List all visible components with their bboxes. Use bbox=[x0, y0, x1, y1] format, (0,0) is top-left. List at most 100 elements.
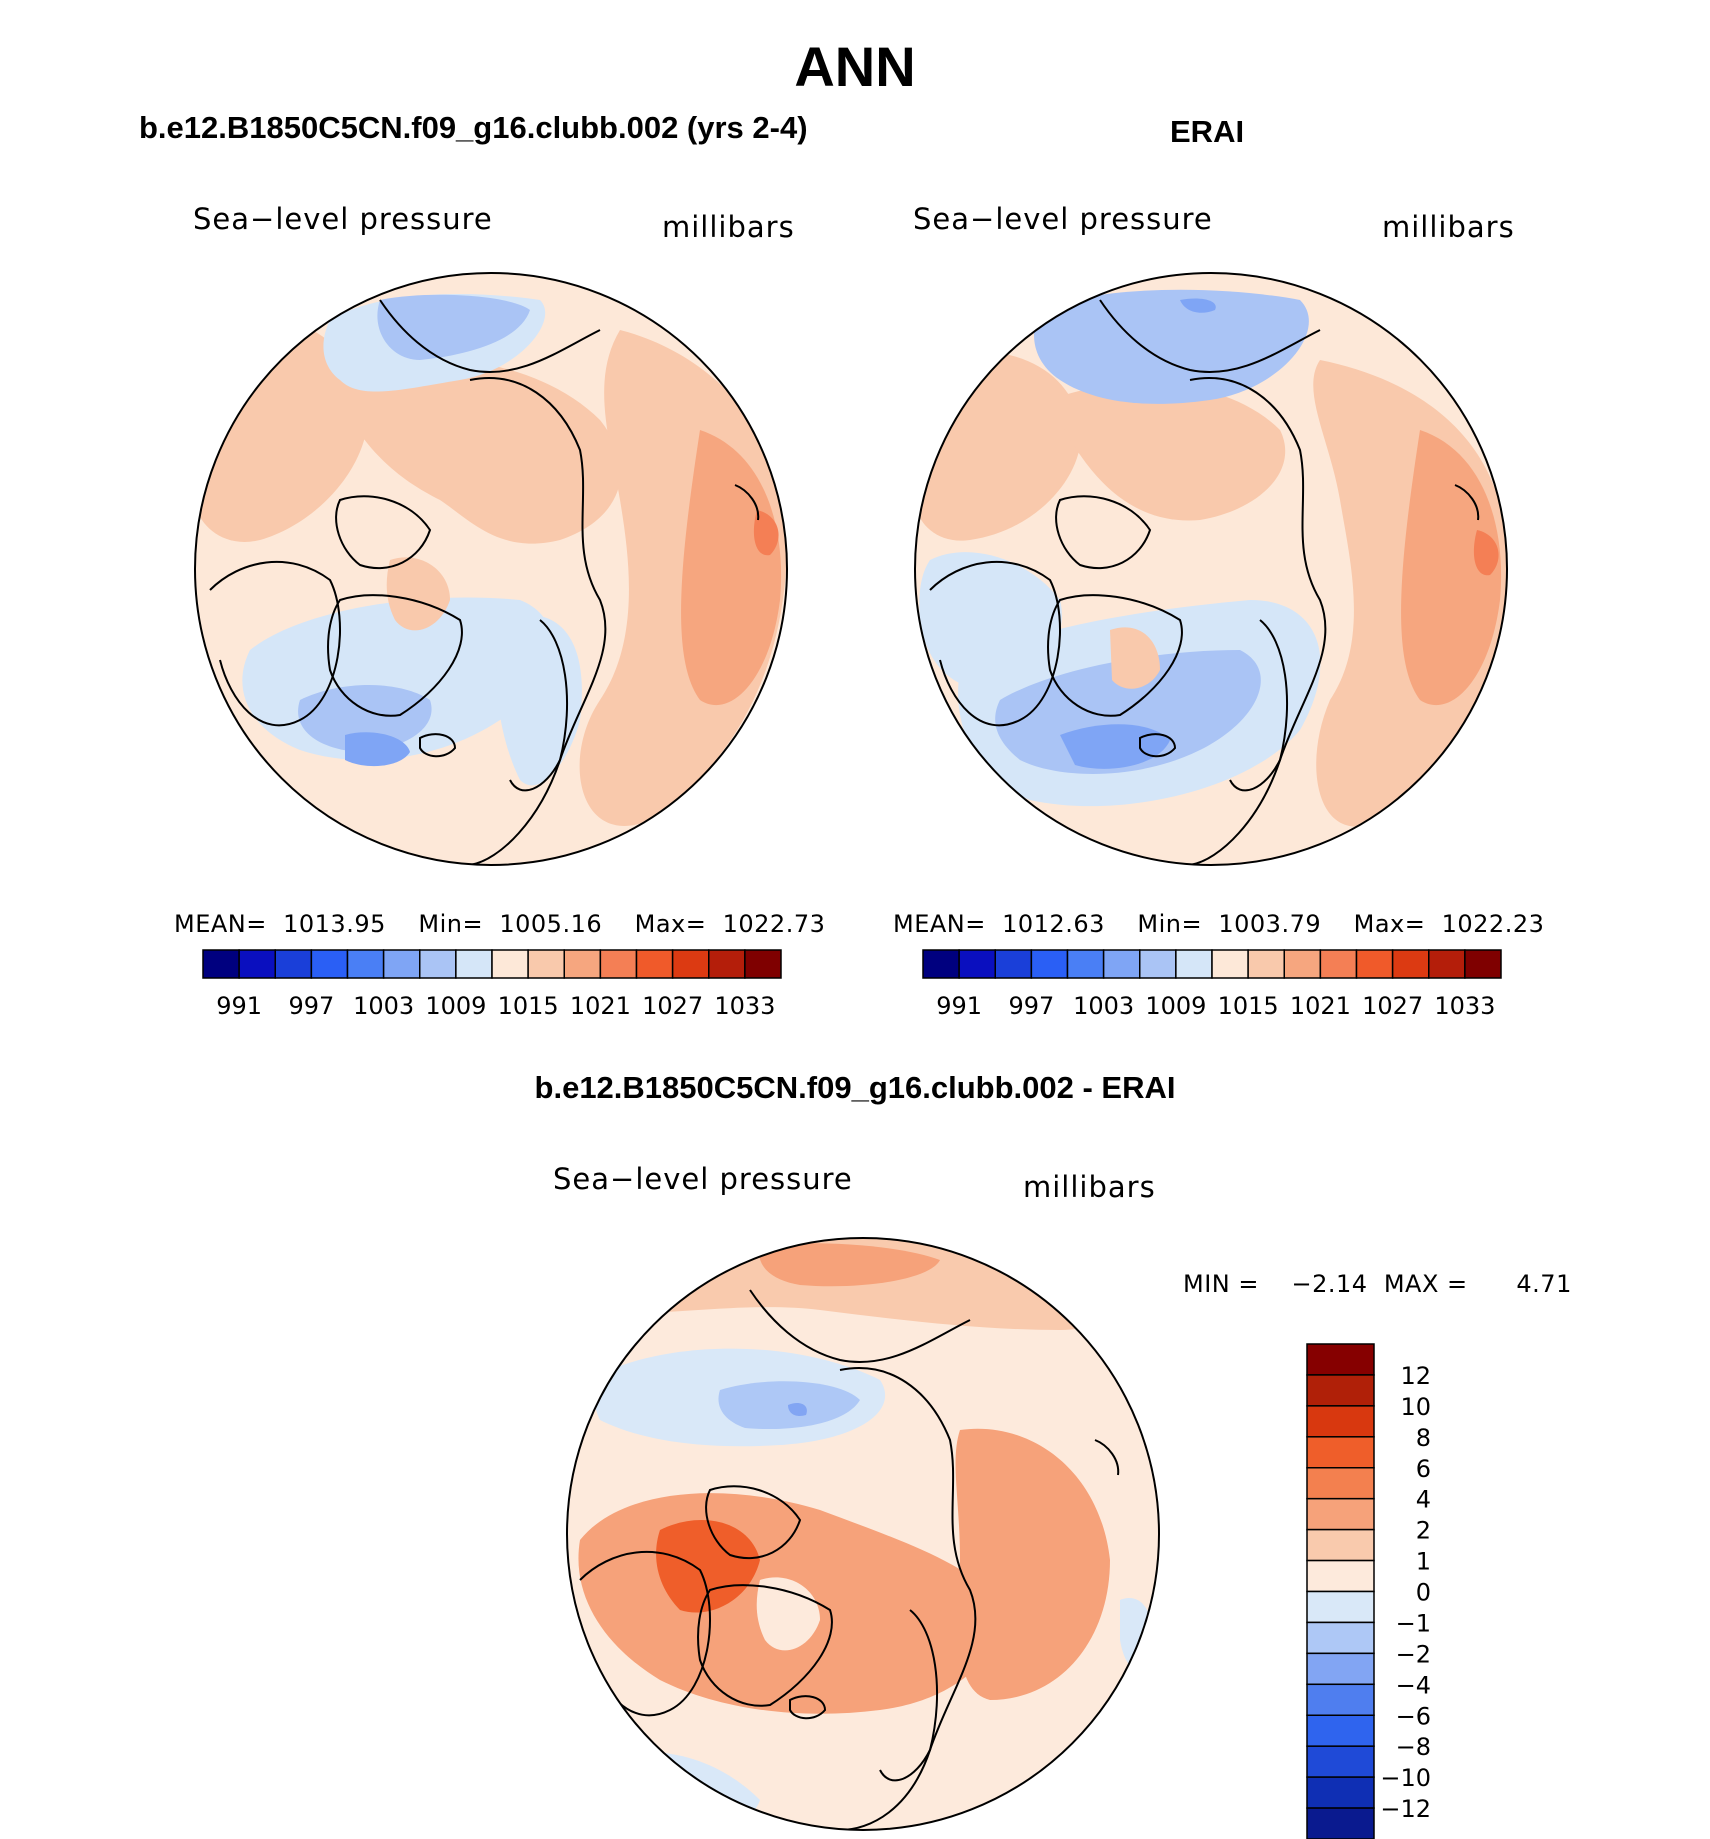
obs-coastline-eurasia bbox=[1189, 377, 1327, 865]
model-min-value: 1005.16 bbox=[499, 910, 603, 938]
diff-colorbar-tick-label: 10 bbox=[1400, 1393, 1431, 1421]
obs-colorbar-swatch bbox=[1247, 949, 1285, 979]
model-colorbar: 991 997 1003 1009 1015 1021 1027 1033 bbox=[202, 949, 782, 1020]
obs-coastline-canada bbox=[929, 560, 1061, 727]
diff-colorbar-swatch bbox=[1306, 1343, 1375, 1376]
obs-colorbar-tick-label: 997 bbox=[1008, 992, 1054, 1020]
diff-colorbar-swatch bbox=[1306, 1621, 1375, 1655]
obs-colorbar-swatch bbox=[1066, 949, 1105, 979]
obs-colorbar-swatch bbox=[1102, 949, 1141, 979]
obs-coastline-scandinavia bbox=[1229, 619, 1289, 792]
model-colorbar-swatch bbox=[744, 949, 782, 979]
obs-field-siberia-low2 bbox=[1180, 298, 1216, 313]
model-coastline-eurasia bbox=[469, 377, 607, 865]
obs-colorbar-swatch bbox=[1283, 949, 1322, 979]
diff-panel-title: b.e12.B1850C5CN.f09_g16.clubb.002 - ERAI bbox=[534, 1070, 1176, 1105]
model-panel-title: b.e12.B1850C5CN.f09_g16.clubb.002 (yrs 2… bbox=[139, 110, 808, 145]
model-colorbar-tick-label: 1027 bbox=[642, 992, 703, 1020]
obs-colorbar-swatch bbox=[1175, 949, 1213, 979]
diff-colorbar-swatch bbox=[1306, 1745, 1375, 1778]
model-coastline-canada bbox=[209, 560, 341, 727]
diff-map-border bbox=[566, 1237, 1160, 1831]
diff-colorbar-swatch bbox=[1306, 1497, 1375, 1531]
obs-colorbar-swatch bbox=[1464, 949, 1502, 979]
diff-coastline-alaska bbox=[749, 1289, 971, 1363]
obs-units-label: millibars bbox=[1382, 210, 1515, 244]
obs-colorbar-swatch bbox=[1428, 949, 1466, 979]
obs-map-border bbox=[914, 272, 1508, 866]
model-coastline-greenland bbox=[327, 594, 463, 717]
model-stats: MEAN= 1013.95 Min= 1005.16 Max= 1022.73 bbox=[174, 910, 825, 938]
obs-colorbar-swatch bbox=[1211, 949, 1249, 979]
model-colorbar-swatch bbox=[310, 949, 349, 979]
model-field-atlantic-low2 bbox=[298, 685, 432, 752]
obs-max-value: 1022.23 bbox=[1441, 910, 1545, 938]
diff-colorbar-tick-label: 1 bbox=[1416, 1548, 1431, 1576]
model-colorbar-tick-label: 997 bbox=[288, 992, 334, 1020]
model-field-east-high3 bbox=[753, 510, 779, 556]
model-max-value: 1022.73 bbox=[722, 910, 826, 938]
model-colorbar-tick-label: 1015 bbox=[498, 992, 559, 1020]
diff-colorbar-tick-label: −6 bbox=[1396, 1702, 1431, 1730]
model-coastline-caspian bbox=[734, 484, 760, 521]
diff-colorbar-tick-label: 0 bbox=[1416, 1579, 1431, 1607]
model-colorbar-swatch bbox=[238, 949, 276, 979]
model-colorbar-swatch bbox=[708, 949, 746, 979]
obs-colorbar-tick-label: 1009 bbox=[1145, 992, 1206, 1020]
model-colorbar-swatch bbox=[419, 949, 457, 979]
model-min-label: Min= bbox=[418, 910, 484, 938]
diff-field-east-high bbox=[955, 1428, 1110, 1700]
model-colorbar-swatch bbox=[274, 949, 313, 979]
model-mean-label: MEAN= bbox=[174, 910, 267, 938]
diff-colorbar-swatch bbox=[1306, 1559, 1375, 1593]
diff-colorbar-tick-label: −8 bbox=[1396, 1733, 1431, 1761]
obs-colorbar-tick-label: 991 bbox=[936, 992, 982, 1020]
model-field-greenland-high bbox=[386, 557, 450, 631]
model-colorbar-swatch bbox=[346, 949, 385, 979]
model-coastline-archipelago bbox=[335, 495, 432, 570]
model-colorbar-swatch bbox=[599, 949, 638, 979]
model-colorbar-tick-label: 1009 bbox=[425, 992, 486, 1020]
model-colorbar-swatch bbox=[563, 949, 602, 979]
diff-units-label: millibars bbox=[1023, 1170, 1156, 1204]
model-colorbar-tick-label: 1021 bbox=[570, 992, 631, 1020]
diff-field-canada-high2 bbox=[656, 1520, 760, 1613]
diff-colorbar-swatch bbox=[1306, 1374, 1375, 1407]
model-mean-value: 1013.95 bbox=[283, 910, 386, 938]
model-map-border bbox=[194, 272, 788, 866]
model-coastline-iceland bbox=[419, 733, 457, 758]
obs-colorbar-swatch bbox=[994, 949, 1033, 979]
obs-colorbar-swatch bbox=[1391, 949, 1430, 979]
obs-coastline-archipelago bbox=[1055, 495, 1152, 570]
obs-coastline-greenland bbox=[1047, 594, 1183, 717]
diff-colorbar-tick-label: −10 bbox=[1380, 1764, 1431, 1792]
obs-field-atlantic-low2 bbox=[995, 650, 1261, 774]
obs-coastline-caspian bbox=[1454, 484, 1480, 521]
obs-map bbox=[914, 272, 1508, 866]
model-colorbar-tick-label: 991 bbox=[216, 992, 262, 1020]
model-colorbar-swatch bbox=[491, 949, 529, 979]
model-colorbar-swatch bbox=[202, 949, 240, 979]
diff-colorbar-tick-label: −2 bbox=[1396, 1640, 1431, 1668]
diff-colorbar-tick-label: 6 bbox=[1416, 1455, 1431, 1483]
diff-colorbar-swatch bbox=[1306, 1807, 1375, 1839]
obs-field-east-high2 bbox=[1401, 430, 1502, 706]
obs-mean-label: MEAN= bbox=[893, 910, 986, 938]
model-colorbar-swatch bbox=[527, 949, 565, 979]
diff-colorbar-tick-label: −4 bbox=[1396, 1671, 1431, 1699]
diff-colorbar-tick-label: 8 bbox=[1416, 1424, 1431, 1452]
obs-variable-label: Sea−level pressure bbox=[913, 202, 1213, 236]
obs-colorbar-swatch bbox=[1030, 949, 1069, 979]
model-coastline-scandinavia bbox=[509, 619, 569, 792]
obs-coastline-alaska bbox=[1099, 299, 1321, 373]
obs-field-siberia-low bbox=[1034, 289, 1309, 404]
diff-colorbar-tick-label: −12 bbox=[1380, 1795, 1431, 1823]
diff-colorbar-swatch bbox=[1306, 1683, 1375, 1716]
diff-colorbar-tick-label: 2 bbox=[1416, 1517, 1431, 1545]
diff-coastline-iceland bbox=[789, 1695, 827, 1720]
model-variable-label: Sea−level pressure bbox=[193, 202, 493, 236]
obs-colorbar-tick-label: 1003 bbox=[1073, 992, 1134, 1020]
model-field-atlantic-low3 bbox=[345, 732, 410, 767]
diff-field-greenland-center bbox=[756, 1577, 820, 1651]
diff-colorbar-swatch bbox=[1306, 1436, 1375, 1469]
